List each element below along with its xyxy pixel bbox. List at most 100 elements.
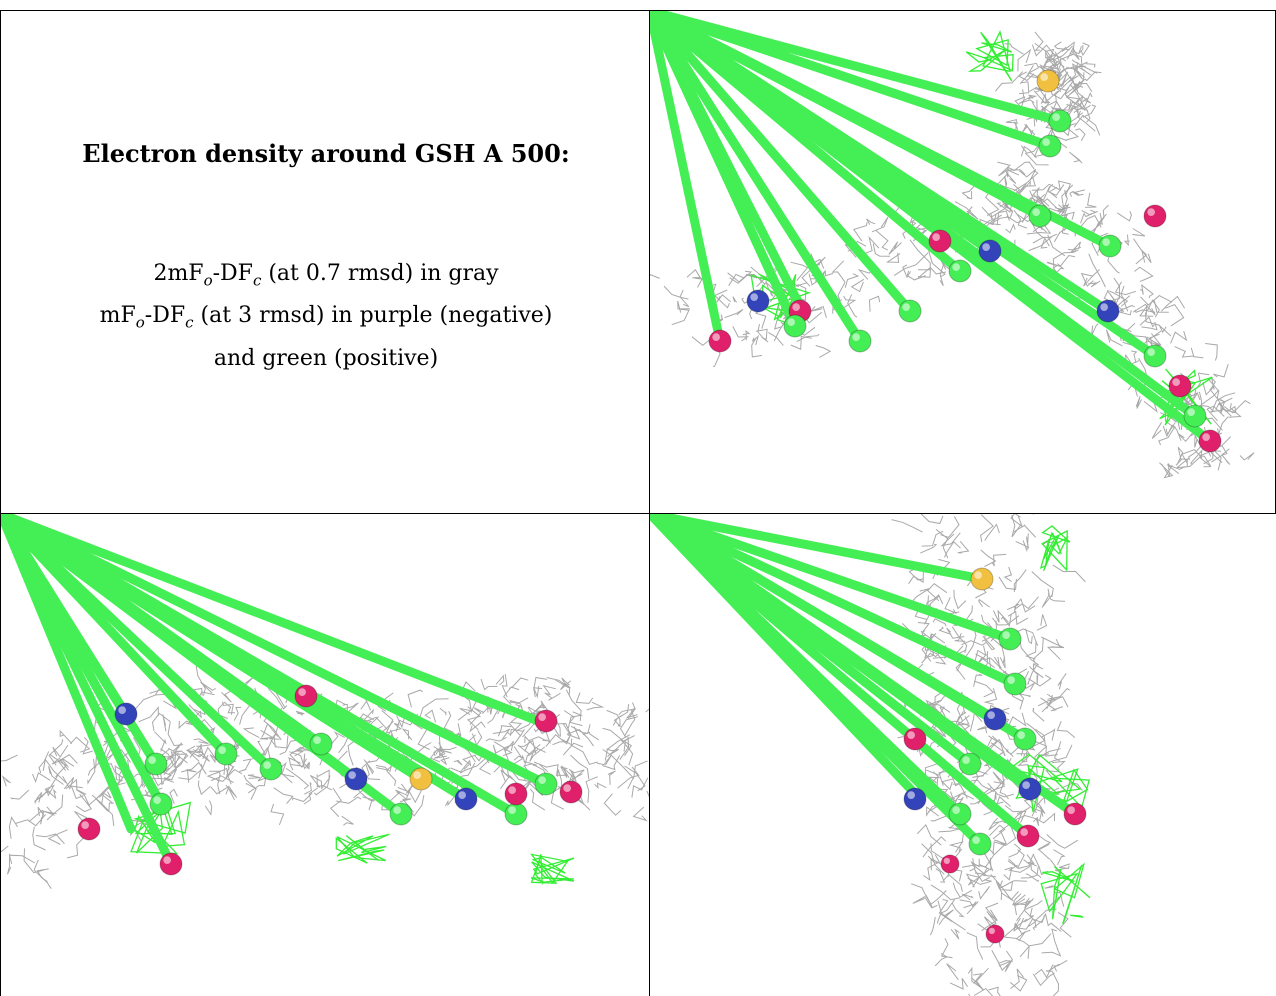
- carbon-atom: [948, 259, 972, 283]
- atom-highlight: [163, 856, 171, 864]
- atom-highlight: [952, 806, 960, 814]
- atom-highlight: [952, 263, 960, 271]
- atom-highlight: [313, 736, 321, 744]
- carbon-atom: [948, 802, 972, 826]
- mesh-positive: [530, 853, 575, 885]
- atom-highlight: [792, 303, 800, 311]
- nitrogen-atom: [1096, 299, 1120, 323]
- oxygen-atom: [1143, 204, 1167, 228]
- bonds: [650, 11, 1215, 446]
- atom-highlight: [988, 927, 995, 934]
- nitrogen-atom: [114, 702, 138, 726]
- atom-highlight: [902, 303, 910, 311]
- oxygen-atom: [1063, 802, 1087, 826]
- atom-highlight: [563, 784, 572, 792]
- density-view-2-render: [1, 514, 649, 889]
- atom-highlight: [787, 318, 795, 326]
- atom-highlight: [148, 756, 156, 764]
- atom-highlight: [263, 761, 271, 769]
- atom-highlight: [118, 706, 126, 714]
- atoms: [77, 684, 583, 876]
- atom-highlight: [1002, 631, 1010, 639]
- carbon-atom: [1028, 204, 1052, 228]
- carbon-atom: [783, 314, 807, 338]
- carbon-atom: [309, 732, 333, 756]
- mesh-positive: [1040, 862, 1091, 925]
- atom-highlight: [298, 688, 306, 696]
- mesh-positive: [335, 833, 390, 864]
- mesh-positive: [965, 30, 1014, 82]
- carbon-atom: [898, 299, 922, 323]
- nitrogen-atom: [983, 707, 1007, 731]
- sulfur-atom: [409, 767, 433, 791]
- carbon-atom: [848, 329, 872, 353]
- atom-highlight: [1202, 433, 1210, 441]
- legend-line-2fofc: 2mFo-DFc (at 0.7 rmsd) in gray: [153, 261, 499, 290]
- atoms: [708, 69, 1222, 453]
- density-view-2: [0, 514, 650, 996]
- atom-highlight: [1147, 208, 1155, 216]
- atom-highlight: [974, 571, 982, 579]
- carbon-atom: [1003, 672, 1027, 696]
- sulfur-atom: [1036, 69, 1060, 93]
- atom-highlight: [987, 711, 995, 719]
- oxygen-atom: [504, 782, 528, 806]
- atom-highlight: [943, 857, 950, 864]
- carbon-atom: [534, 772, 558, 796]
- atom-highlight: [750, 293, 758, 301]
- atom-highlight: [712, 333, 720, 341]
- carbon-atom: [144, 752, 168, 776]
- atom-highlight: [1032, 208, 1040, 216]
- oxygen-atom: [1198, 429, 1222, 453]
- oxygen-atom: [940, 854, 960, 874]
- atoms: [903, 567, 1087, 944]
- atom-highlight: [852, 333, 860, 341]
- atom-highlight: [907, 731, 915, 739]
- atom-highlight: [1147, 348, 1155, 356]
- atom-highlight: [218, 746, 226, 754]
- atom-highlight: [508, 786, 516, 794]
- nitrogen-atom: [1018, 777, 1042, 801]
- oxygen-atom: [77, 817, 101, 841]
- legend-line-positive: and green (positive): [213, 345, 439, 371]
- oxygen-atom: [159, 852, 183, 876]
- atom-highlight: [1187, 408, 1195, 416]
- carbon-atom: [1183, 404, 1207, 428]
- carbon-atom: [1143, 344, 1167, 368]
- atom-highlight: [538, 713, 547, 721]
- nitrogen-atom: [978, 239, 1002, 263]
- carbon-atom: [504, 802, 528, 826]
- figure-title: Electron density around GSH A 500:: [82, 139, 570, 168]
- legend-line-fofc: mFo-DFc (at 3 rmsd) in purple (negative): [99, 303, 553, 332]
- bonds: [1, 514, 551, 869]
- nitrogen-atom: [903, 787, 927, 811]
- atom-highlight: [508, 806, 516, 814]
- atom-highlight: [153, 796, 161, 804]
- oxygen-atom: [928, 229, 952, 253]
- oxygen-atom: [708, 329, 732, 353]
- oxygen-atom: [985, 924, 1005, 944]
- atom-highlight: [1020, 828, 1028, 836]
- atom-highlight: [393, 806, 401, 814]
- mesh-positive: [1039, 525, 1071, 572]
- atom-highlight: [1052, 113, 1060, 121]
- oxygen-atom: [903, 727, 927, 751]
- density-view-3-render: [650, 514, 1091, 996]
- atom-highlight: [538, 776, 547, 784]
- carbon-atom: [214, 742, 238, 766]
- sulfur-atom: [970, 567, 994, 591]
- atom-highlight: [1100, 303, 1108, 311]
- nitrogen-atom: [344, 767, 368, 791]
- oxygen-atom: [1016, 824, 1040, 848]
- oxygen-atom: [559, 780, 583, 804]
- nitrogen-atom: [746, 289, 770, 313]
- carbon-atom: [1038, 134, 1062, 158]
- atom-highlight: [1067, 806, 1075, 814]
- atom-highlight: [982, 243, 990, 251]
- oxygen-atom: [534, 709, 558, 733]
- atom-highlight: [1007, 676, 1015, 684]
- legend-text: 2mFo-DFc (at 0.7 rmsd) in gray mFo-DFc (…: [1, 256, 649, 377]
- carbon-atom: [149, 792, 173, 816]
- legend-panel: Electron density around GSH A 500: 2mFo-…: [0, 10, 650, 514]
